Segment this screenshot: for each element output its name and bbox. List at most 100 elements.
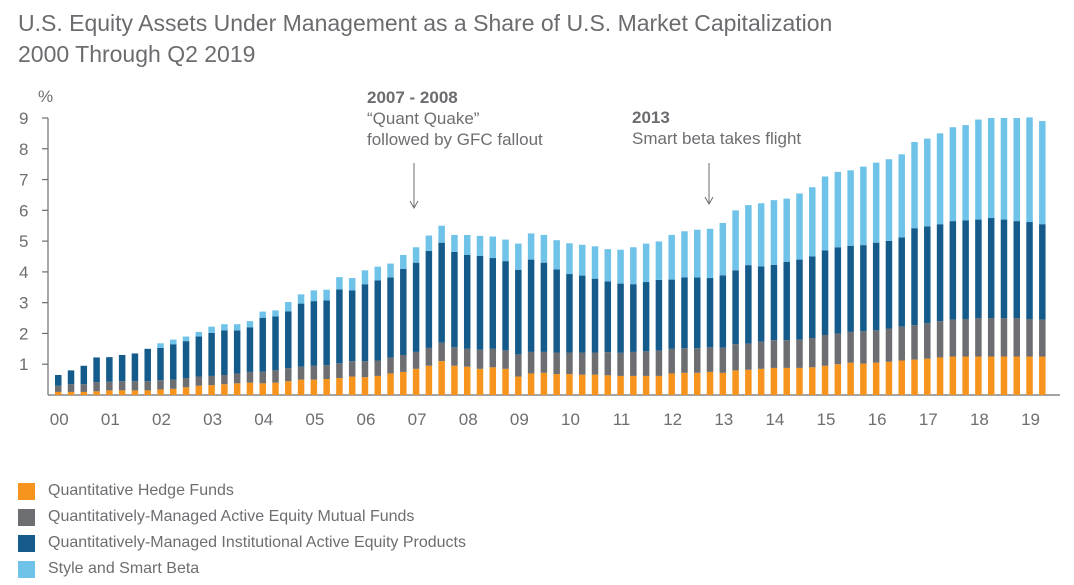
bar-segment-2 [131,381,139,391]
bar-segment-1 [809,367,816,395]
legend-item: Quantitative Hedge Funds [18,478,466,504]
bar-segment-2 [566,352,573,375]
bar-segment-3 [591,278,599,353]
bar-segment-4 [924,138,931,227]
bar-segment-2 [463,348,471,367]
bar-segment-4 [604,249,612,282]
bar-segment-4 [936,133,944,225]
bar-segment-3 [361,284,369,362]
bar-segment-3 [476,255,484,350]
bar-segment-3 [719,275,727,348]
bar-segment-2 [719,347,727,373]
bar-segment-2 [553,352,560,375]
bars [55,117,1046,395]
bar-segment-4 [246,321,254,328]
bar-segment-1 [374,375,381,395]
bar-segment-2 [706,347,714,372]
bar-segment-1 [872,362,880,395]
bar-segment-2 [515,354,522,377]
bar-segment-3 [668,279,675,349]
legend-label: Quantitatively-Managed Active Equity Mut… [48,508,415,525]
bar-segment-1 [118,390,126,395]
bar-segment-3 [706,278,714,348]
bar-segment-2 [617,352,624,376]
bar-segment-4 [578,244,586,276]
bar-segment-4 [975,119,982,220]
bar-segment-1 [131,390,139,395]
bar-segment-3 [566,274,573,353]
bar-segment-4 [719,222,727,276]
bar-segment-2 [438,342,445,362]
bar-segment-2 [425,347,433,366]
bar-segment-2 [834,333,842,365]
bar-segment-1 [451,365,458,395]
bar-segment-2 [233,373,241,384]
bar-segment-2 [527,351,535,374]
x-tick-label: 07 [408,410,427,429]
bar-segment-3 [936,224,944,322]
legend-swatch [18,560,35,578]
bar-segment-1 [668,373,675,395]
bar-segment-3 [1000,219,1008,319]
bar-segment-2 [668,348,675,374]
bar-segment-4 [489,236,497,259]
bar-segment-4 [911,142,918,229]
annotations: 2007 - 2008 “Quant Quake” followed by GFC … [367,88,801,210]
bar-segment-1 [655,375,663,395]
bar-segment-2 [681,348,688,373]
bar-segment-2 [144,381,151,391]
bar-segment-4 [885,159,893,241]
bar-segment-3 [1013,221,1020,319]
x-tick-label: 17 [919,410,938,429]
annotation-title: 2013 [632,108,670,127]
bar-segment-3 [157,347,164,381]
x-tick-label: 15 [817,410,836,429]
y-tick-label: 4 [19,263,28,282]
bar-segment-2 [157,380,164,390]
annotation-arrow-head [704,196,714,206]
bar-segment-3 [898,237,905,327]
bar-segment-4 [323,289,330,301]
bar-segment-4 [796,193,803,260]
legend-item: Style and Smart Beta [18,556,466,582]
bar-segment-2 [770,340,778,368]
bar-segment-2 [975,318,982,357]
bar-segment-3 [182,341,190,379]
bar-segment-3 [118,354,126,382]
annotation-text: followed by GFC fallout [367,130,543,149]
bar-segment-3 [809,256,816,339]
x-tick-label: 13 [714,410,733,429]
x-tick-label: 04 [254,410,273,429]
bar-segment-2 [591,352,599,375]
bar-segment-3 [578,275,586,353]
x-tick-label: 11 [613,410,631,429]
bar-segment-4 [987,118,995,219]
annotation: 2013 Smart beta takes flight [632,108,801,206]
legend-swatch [18,508,35,526]
bar-segment-2 [297,366,305,380]
x-tick-label: 05 [305,410,324,429]
bar-segment-1 [898,360,905,395]
bar-segment-2 [170,379,177,389]
bar-segment-1 [310,379,318,395]
bar-segment-2 [987,318,995,357]
bar-segment-2 [374,360,381,376]
bar-segment-2 [821,334,829,366]
bar-segment-4 [502,239,509,262]
bar-segment-1 [796,367,803,395]
bar-segment-1 [757,368,765,395]
bar-segment-1 [93,391,100,395]
bar-segment-1 [348,376,356,395]
bar-segment-4 [425,235,433,251]
bar-segment-2 [502,350,509,369]
bar-segment-1 [170,388,177,395]
bar-segment-1 [233,383,241,395]
bar-segment-4 [259,311,266,318]
bar-segment-2 [361,361,369,378]
legend-item: Quantitatively-Managed Active Equity Mut… [18,504,466,530]
bar-segment-2 [924,323,931,359]
bar-segment-4 [732,210,739,271]
bar-segment-4 [655,241,663,280]
bar-segment-1 [80,391,88,395]
